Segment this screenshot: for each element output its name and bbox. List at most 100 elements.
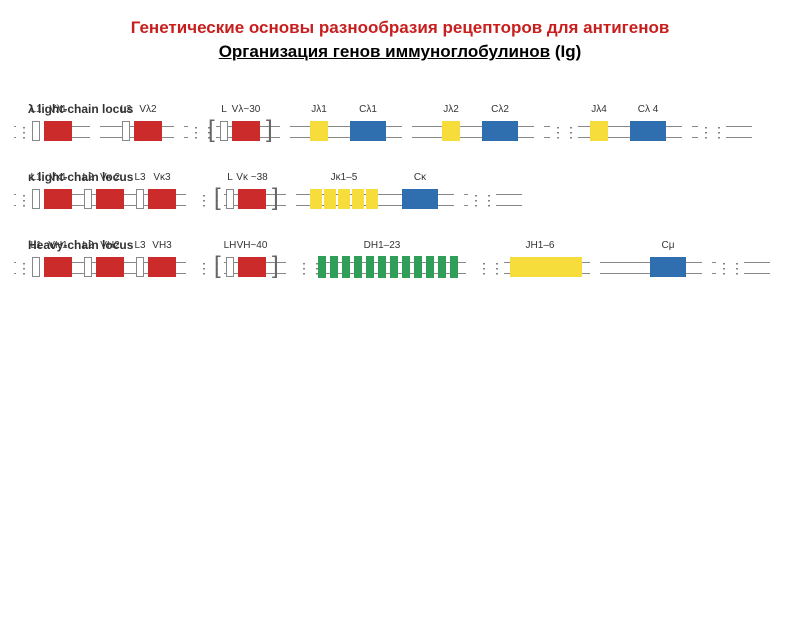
segment-label: Vκ 2: [100, 172, 120, 183]
title-main: Генетические основы разнообразия рецепто…: [0, 18, 800, 38]
segment-label: LH: [224, 240, 237, 251]
segment-label: L2: [82, 240, 93, 251]
strand-gap: [280, 124, 290, 138]
segment-label: Jλ1: [311, 104, 327, 115]
title-sub-underlined: Организация генов иммуноглобулинов: [219, 42, 550, 61]
break-dots-icon: ⋮⋮: [468, 192, 496, 209]
gene-diagram: λ light-chain locus⋮⋮L1Vλ1L2Vλ2⋮⋮[LVλ~30…: [0, 102, 800, 280]
segment-label: Cμ: [662, 240, 675, 251]
segment-label: L1: [30, 240, 41, 251]
segment-label: Jλ2: [443, 104, 459, 115]
gene-segment-v: [44, 121, 72, 141]
gene-track: ⋮⋮L1Vκ1L2Vκ 2L3Vκ3⋮⋮[LVκ ~38]Jκ1–5Cκ⋮⋮: [10, 186, 790, 212]
gene-segment-j: [546, 257, 558, 277]
segment-label: Vλ1: [49, 104, 66, 115]
strand-gap: [90, 124, 100, 138]
gene-segment-l: [220, 121, 228, 141]
locus: κ light-chain locus⋮⋮L1Vκ1L2Vκ 2L3Vκ3⋮⋮[…: [10, 170, 790, 212]
strand-gap: [286, 260, 296, 274]
break-dots-icon: ⋮⋮: [716, 260, 744, 277]
gene-segment-l: [32, 257, 40, 277]
segment-label: L3: [134, 172, 145, 183]
gene-segment-l: [226, 257, 234, 277]
gene-segment-v: [44, 257, 72, 277]
gene-segment-v: [134, 121, 162, 141]
gene-segment-j: [558, 257, 570, 277]
strand-gap: [534, 124, 544, 138]
gene-segment-v: [238, 257, 266, 277]
gene-segment-v: [148, 257, 176, 277]
segment-label: Cλ 4: [638, 104, 659, 115]
break-dots-icon: ⋮⋮: [698, 124, 726, 141]
gene-segment-d: [318, 256, 326, 278]
gene-segment-jw: [590, 121, 608, 141]
strand-gap: [402, 124, 412, 138]
break-dots-icon: ⋮⋮: [550, 124, 578, 141]
gene-track: ⋮⋮L1VH1L2VH2L3VH3⋮⋮[LHVH~40]⋮⋮DH1–23⋮⋮JH…: [10, 254, 790, 280]
segment-label: Jκ1–5: [331, 172, 358, 183]
gene-segment-d: [414, 256, 422, 278]
strand-gap: [590, 260, 600, 274]
gene-segment-v: [232, 121, 260, 141]
gene-segment-c: [650, 257, 686, 277]
segment-label: VH~40: [237, 240, 268, 251]
gene-segment-jw: [310, 121, 328, 141]
gene-segment-d: [330, 256, 338, 278]
gene-segment-c: [482, 121, 518, 141]
gene-segment-d: [366, 256, 374, 278]
gene-segment-v: [238, 189, 266, 209]
gene-segment-j: [324, 189, 336, 209]
gene-segment-j: [338, 189, 350, 209]
bracket-icon: [: [214, 186, 220, 212]
segment-label: L: [227, 172, 233, 183]
bracket-icon: ]: [272, 186, 278, 212]
gene-segment-jw: [442, 121, 460, 141]
gene-segment-j: [510, 257, 522, 277]
gene-segment-j: [534, 257, 546, 277]
break-dots-icon: ⋮⋮: [476, 260, 504, 277]
gene-segment-c: [630, 121, 666, 141]
gene-segment-j: [310, 189, 322, 209]
bracket-icon: ]: [266, 118, 272, 144]
locus: λ light-chain locus⋮⋮L1Vλ1L2Vλ2⋮⋮[LVλ~30…: [10, 102, 790, 144]
segment-label: Jλ4: [591, 104, 607, 115]
gene-segment-d: [450, 256, 458, 278]
bracket-icon: ]: [272, 254, 278, 280]
gene-segment-l: [136, 189, 144, 209]
gene-segment-j: [366, 189, 378, 209]
segment-label: Cλ1: [359, 104, 377, 115]
segment-label: Vλ~30: [232, 104, 261, 115]
gene-segment-d: [426, 256, 434, 278]
strand-gap: [454, 192, 464, 206]
gene-segment-l: [84, 257, 92, 277]
segment-label: Vκ1: [49, 172, 66, 183]
gene-segment-j: [352, 189, 364, 209]
strand-gap: [174, 124, 184, 138]
segment-label: Cκ: [414, 172, 426, 183]
title-sub-tail: (Ig): [550, 42, 581, 61]
segment-label: DH1–23: [364, 240, 401, 251]
gene-segment-d: [438, 256, 446, 278]
strand-gap: [682, 124, 692, 138]
strand-gap: [466, 260, 476, 274]
segment-label: Cλ2: [491, 104, 509, 115]
gene-track: ⋮⋮L1Vλ1L2Vλ2⋮⋮[LVλ~30]Jλ1Cλ1Jλ2Cλ2⋮⋮Jλ4C…: [10, 118, 790, 144]
gene-segment-c: [350, 121, 386, 141]
locus: Heavy-chain locus⋮⋮L1VH1L2VH2L3VH3⋮⋮[LHV…: [10, 238, 790, 280]
gene-segment-v: [148, 189, 176, 209]
gene-segment-l: [136, 257, 144, 277]
segment-label: VH2: [100, 240, 119, 251]
strand-gap: [702, 260, 712, 274]
segment-label: L: [221, 104, 227, 115]
gene-segment-l: [32, 189, 40, 209]
gene-segment-l: [32, 121, 40, 141]
gene-segment-d: [378, 256, 386, 278]
gene-segment-v: [96, 257, 124, 277]
segment-label: Vλ2: [139, 104, 156, 115]
gene-segment-d: [402, 256, 410, 278]
segment-label: L2: [120, 104, 131, 115]
segment-label: L1: [30, 172, 41, 183]
segment-label: Vκ ~38: [236, 172, 267, 183]
strand-gap: [286, 192, 296, 206]
gene-segment-j: [570, 257, 582, 277]
